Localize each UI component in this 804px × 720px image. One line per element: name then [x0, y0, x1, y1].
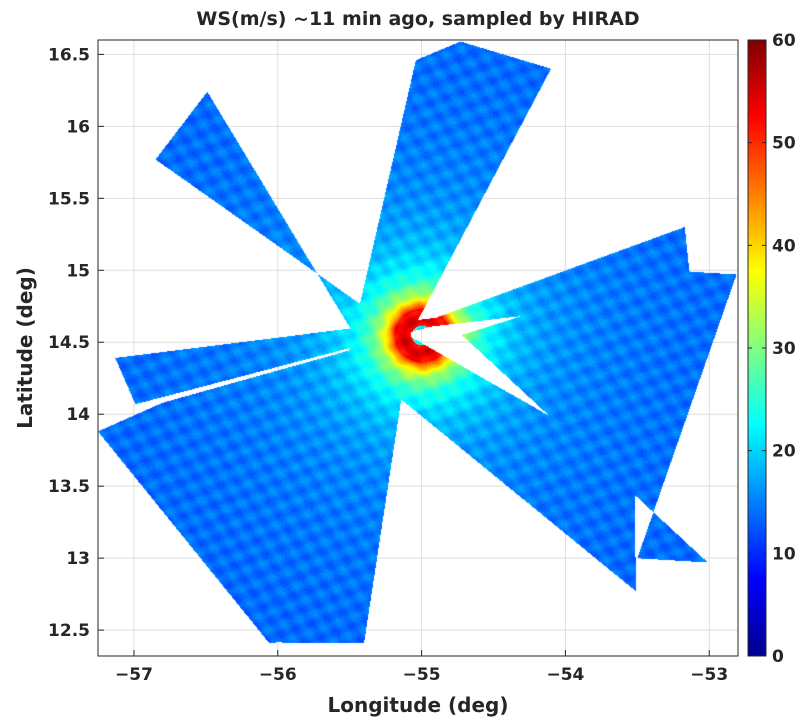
y-tick-label: 16.5 [48, 45, 90, 65]
y-tick-label: 15.5 [48, 189, 90, 209]
colorbar-tick-label: 40 [772, 236, 796, 256]
colorbar-tick-label: 10 [772, 544, 796, 564]
y-tick-label: 15 [66, 261, 90, 281]
colorbar-tick-label: 30 [772, 339, 796, 359]
x-axis-label: Longitude (deg) [327, 693, 508, 717]
y-tick-label: 14.5 [48, 333, 90, 353]
x-tick-label: −53 [690, 665, 728, 685]
colorbar-tick-label: 60 [772, 31, 796, 51]
colorbar-tick-label: 20 [772, 442, 796, 462]
wind-speed-raster [98, 40, 738, 656]
colorbar [748, 40, 766, 656]
chart-title: WS(m/s) ~11 min ago, sampled by HIRAD [196, 8, 639, 30]
y-tick-label: 14 [66, 405, 90, 425]
wind-speed-field [98, 40, 738, 656]
y-tick-label: 12.5 [48, 621, 90, 641]
x-tick-label: −55 [403, 665, 441, 685]
x-tick-label: −56 [259, 665, 297, 685]
colorbar-tick-label: 0 [772, 647, 784, 667]
y-tick-label: 13.5 [48, 477, 90, 497]
x-tick-label: −57 [115, 665, 153, 685]
x-tick-label: −54 [546, 665, 584, 685]
y-axis-ticks: 12.5 13 13.5 14 14.5 15 15.5 16 16.5 [48, 45, 104, 641]
colorbar-ticks: 0 10 20 30 40 50 60 [748, 31, 796, 667]
y-axis-label: Latitude (deg) [13, 267, 37, 429]
x-axis-ticks: −57 −56 −55 −54 −53 [115, 650, 728, 685]
y-tick-label: 16 [66, 117, 90, 137]
colorbar-tick-label: 50 [772, 134, 796, 154]
plot-frame [97, 39, 739, 657]
y-tick-label: 13 [66, 549, 90, 569]
